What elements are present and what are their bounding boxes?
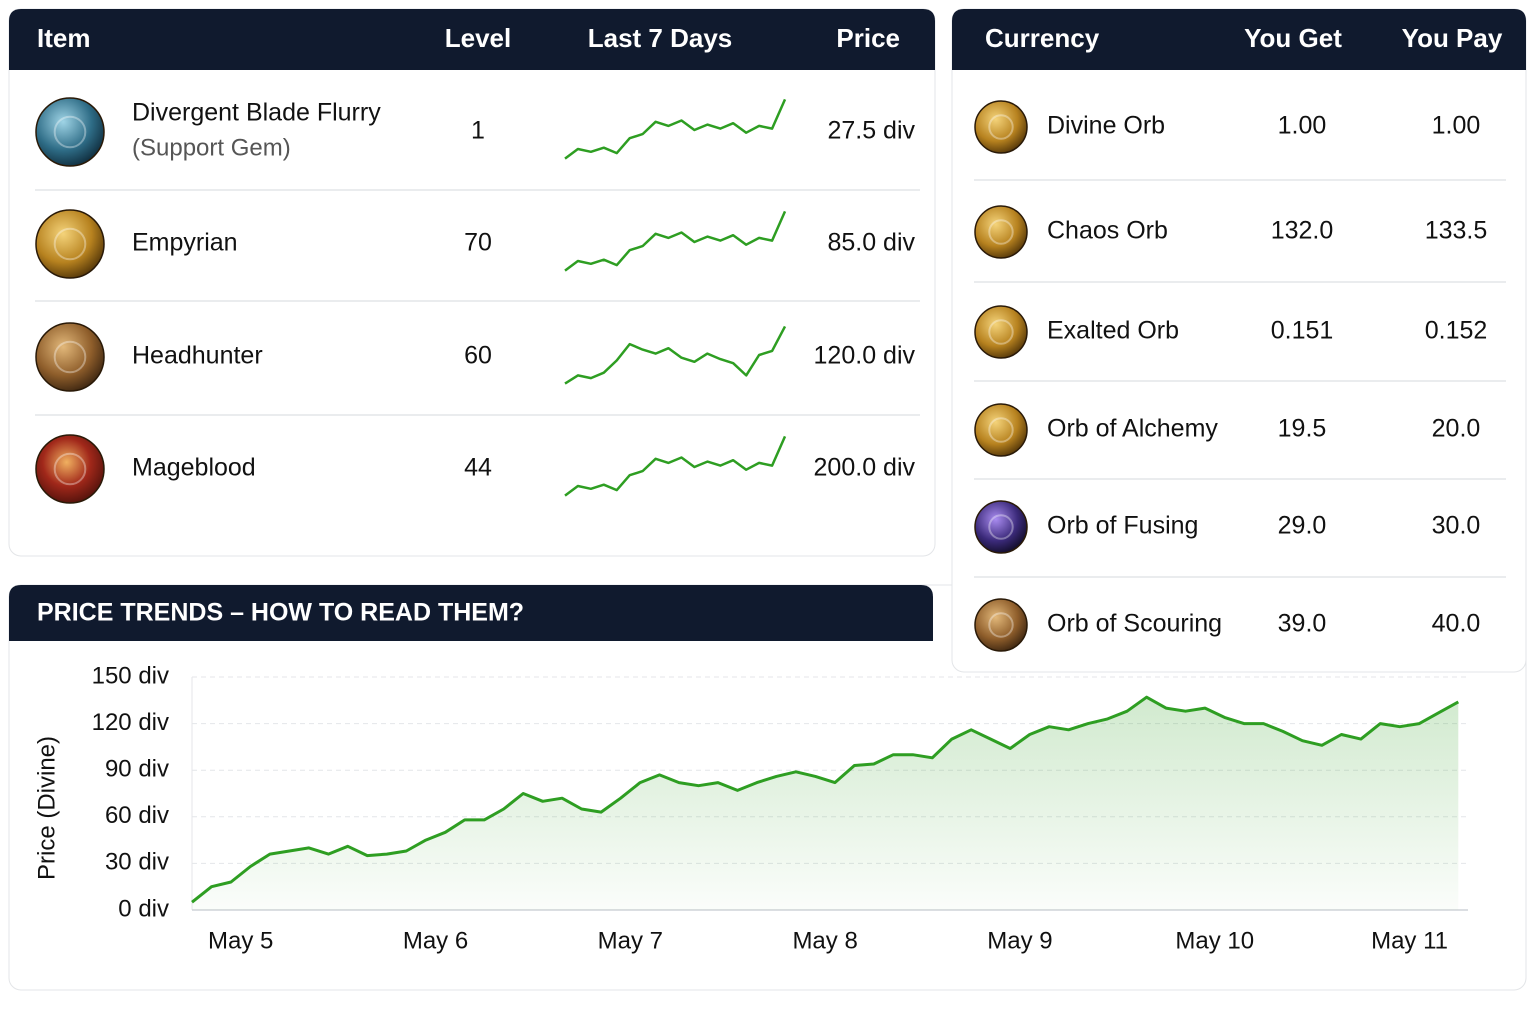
currency-name: Chaos Orb [1047, 217, 1168, 245]
header-cell: You Get [1244, 23, 1342, 53]
item-name: Empyrian [132, 229, 238, 257]
item-name: Headhunter [132, 342, 263, 370]
x-tick-label: May 9 [987, 927, 1052, 954]
header-cell: Currency [985, 23, 1100, 53]
x-tick-label: May 11 [1371, 927, 1448, 954]
you-pay: 1.00 [1432, 112, 1481, 140]
x-tick-label: May 5 [208, 927, 273, 954]
item-level: 1 [471, 117, 485, 145]
items-rows: Divergent Blade Flurry (Support Gem) 1 27.5… [35, 97, 920, 504]
sparkline [564, 435, 787, 497]
header-cell: Price [836, 23, 900, 53]
item-price: 120.0 div [814, 342, 916, 370]
you-get: 19.5 [1278, 415, 1327, 443]
chart-title: PRICE TRENDS – HOW TO READ THEM? [37, 599, 524, 627]
you-get: 39.0 [1278, 610, 1327, 638]
item-price: 85.0 div [827, 229, 915, 257]
item-icon [974, 403, 1028, 457]
header-cell: You Pay [1402, 23, 1503, 53]
area-fill [192, 697, 1459, 910]
currency-header [952, 9, 1526, 70]
item-price: 200.0 div [814, 454, 916, 482]
sparkline [564, 210, 787, 272]
currency-name: Exalted Orb [1047, 317, 1179, 345]
currency-name: Divine Orb [1047, 112, 1165, 140]
item-icon [974, 598, 1028, 652]
plot: 0 div 30 div 60 div 90 div 120 div 150 div May… [92, 662, 1468, 954]
you-get: 29.0 [1278, 512, 1327, 540]
item-icon [35, 97, 105, 167]
item-icon [35, 322, 105, 392]
icon-detail [53, 227, 87, 261]
you-pay: 0.152 [1425, 317, 1488, 345]
currency-rows: Divine Orb 1.00 1.00 Chaos Orb 132.0 133.5 Exa… [974, 100, 1506, 652]
currency-name: Orb of Fusing [1047, 512, 1198, 540]
icon-detail [988, 514, 1014, 540]
item-level: 60 [464, 342, 492, 370]
currency-name: Orb of Alchemy [1047, 415, 1218, 443]
you-get: 1.00 [1278, 112, 1327, 140]
you-pay: 30.0 [1432, 512, 1481, 540]
item-icon [35, 434, 105, 504]
icon-detail [53, 340, 87, 374]
price-line [191, 695, 1460, 904]
currency-name: Orb of Scouring [1047, 610, 1222, 638]
icon-detail [988, 219, 1014, 245]
x-tick-label: May 6 [403, 927, 468, 954]
x-tick-label: May 8 [792, 927, 857, 954]
item-level: 44 [464, 454, 492, 482]
y-tick-label: 150 div [92, 662, 169, 689]
you-get: 132.0 [1271, 217, 1334, 245]
chart-header [9, 585, 933, 641]
y-tick-label: 30 div [105, 849, 169, 876]
you-pay: 20.0 [1432, 415, 1481, 443]
y-tick-label: 0 div [118, 895, 169, 922]
item-icon [974, 205, 1028, 259]
item-price: 27.5 div [827, 117, 915, 145]
y-tick-label: 90 div [105, 756, 169, 783]
item-icon [35, 209, 105, 279]
icon-detail [53, 452, 87, 486]
icon-detail [988, 612, 1014, 638]
x-tick-label: May 7 [598, 927, 663, 954]
sparkline [564, 98, 787, 160]
you-get: 0.151 [1271, 317, 1334, 345]
item-icon [974, 500, 1028, 554]
item-subtitle: (Support Gem) [132, 134, 291, 161]
header-cell: Level [445, 23, 512, 53]
item-level: 70 [464, 229, 492, 257]
icon-detail [988, 319, 1014, 345]
item-name: Mageblood [132, 454, 256, 482]
icon-detail [53, 115, 87, 149]
item-name: Divergent Blade Flurry [132, 99, 381, 127]
y-tick-label: 60 div [105, 802, 169, 829]
header-cell: Last 7 Days [588, 23, 733, 53]
icon-detail [988, 114, 1014, 140]
item-icon [974, 305, 1028, 359]
y-axis-label: Price (Divine) [33, 736, 60, 880]
items-header [9, 9, 935, 70]
x-tick-label: May 10 [1175, 927, 1254, 954]
icon-detail [988, 417, 1014, 443]
header-cell: Item [37, 23, 90, 53]
you-pay: 40.0 [1432, 610, 1481, 638]
item-icon [974, 100, 1028, 154]
sparkline [564, 325, 787, 385]
y-tick-label: 120 div [92, 709, 169, 736]
you-pay: 133.5 [1425, 217, 1488, 245]
